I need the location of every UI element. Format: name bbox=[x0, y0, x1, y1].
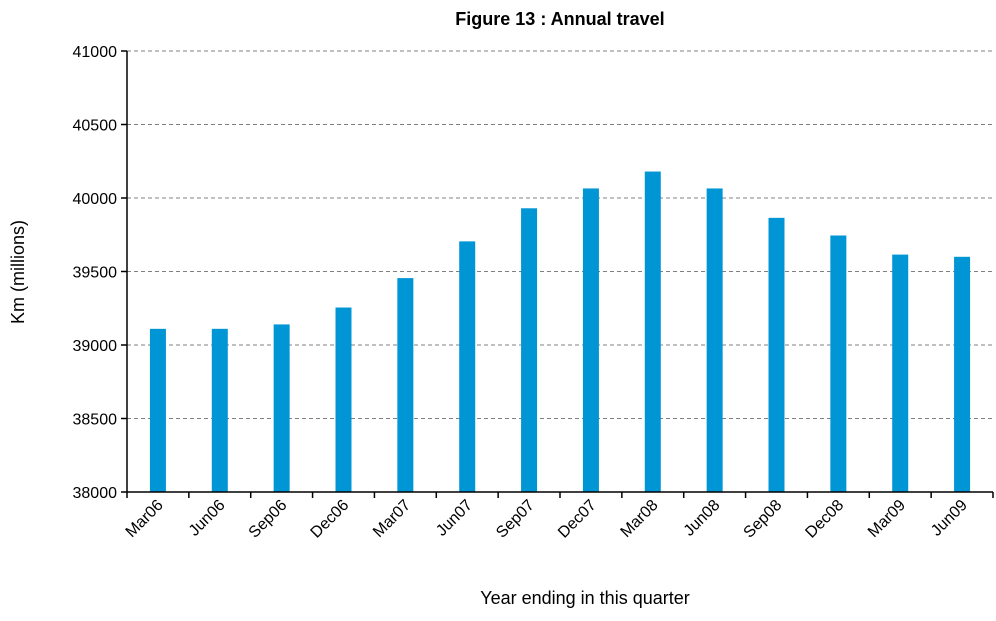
bar-sep06 bbox=[273, 324, 290, 492]
bar-dec07 bbox=[582, 188, 599, 492]
gridlines bbox=[127, 50, 993, 419]
bar-dec08 bbox=[830, 235, 847, 493]
bar-sep07 bbox=[521, 208, 538, 493]
bar-jun09 bbox=[954, 256, 971, 492]
y-tick-label: 38000 bbox=[73, 485, 118, 502]
x-tick-label: Dec07 bbox=[555, 497, 600, 542]
x-tick-label: Mar09 bbox=[865, 497, 909, 541]
x-axis-label: Year ending in this quarter bbox=[480, 588, 689, 608]
bar-jun06 bbox=[211, 328, 228, 492]
x-tick-label: Jun06 bbox=[186, 497, 229, 540]
x-tick-label: Sep08 bbox=[741, 497, 786, 542]
x-tick-label: Mar07 bbox=[370, 497, 414, 541]
x-tick-label: Jun08 bbox=[681, 497, 724, 540]
chart-title: Figure 13 : Annual travel bbox=[455, 9, 664, 29]
x-tick-label: Jun09 bbox=[928, 497, 971, 540]
y-tick-marks bbox=[121, 50, 127, 493]
bars bbox=[149, 171, 971, 493]
x-tick-label: Dec08 bbox=[802, 497, 847, 542]
bar-dec06 bbox=[335, 307, 352, 492]
bar-jun07 bbox=[459, 241, 476, 492]
y-axis-label: Km (millions) bbox=[8, 220, 28, 324]
y-tick-label: 40500 bbox=[73, 118, 118, 135]
x-tick-label: Sep06 bbox=[246, 497, 291, 542]
x-tick-label: Dec06 bbox=[308, 497, 353, 542]
y-tick-label: 41000 bbox=[73, 44, 118, 61]
bar-jun08 bbox=[706, 188, 723, 492]
bar-mar08 bbox=[644, 171, 661, 493]
x-tick-marks bbox=[126, 492, 994, 498]
y-tick-labels: 38000 38500 39000 39500 40000 40500 41000 bbox=[73, 44, 118, 502]
x-tick-label: Mar08 bbox=[618, 497, 662, 541]
y-tick-label: 39000 bbox=[73, 338, 118, 355]
x-tick-label: Sep07 bbox=[493, 497, 538, 542]
y-tick-label: 38500 bbox=[73, 412, 118, 429]
bar-sep08 bbox=[768, 217, 785, 492]
y-tick-label: 39500 bbox=[73, 265, 118, 282]
x-tick-label: Jun07 bbox=[433, 497, 476, 540]
y-tick-label: 40000 bbox=[73, 191, 118, 208]
x-tick-labels: Mar06 Jun06 Sep06 Dec06 Mar07 Jun07 Sep07 Dec07… bbox=[123, 497, 971, 542]
bar-mar09 bbox=[892, 254, 909, 492]
bar-mar06 bbox=[149, 328, 166, 492]
bar-mar07 bbox=[397, 278, 414, 492]
x-tick-label: Mar06 bbox=[123, 497, 167, 541]
